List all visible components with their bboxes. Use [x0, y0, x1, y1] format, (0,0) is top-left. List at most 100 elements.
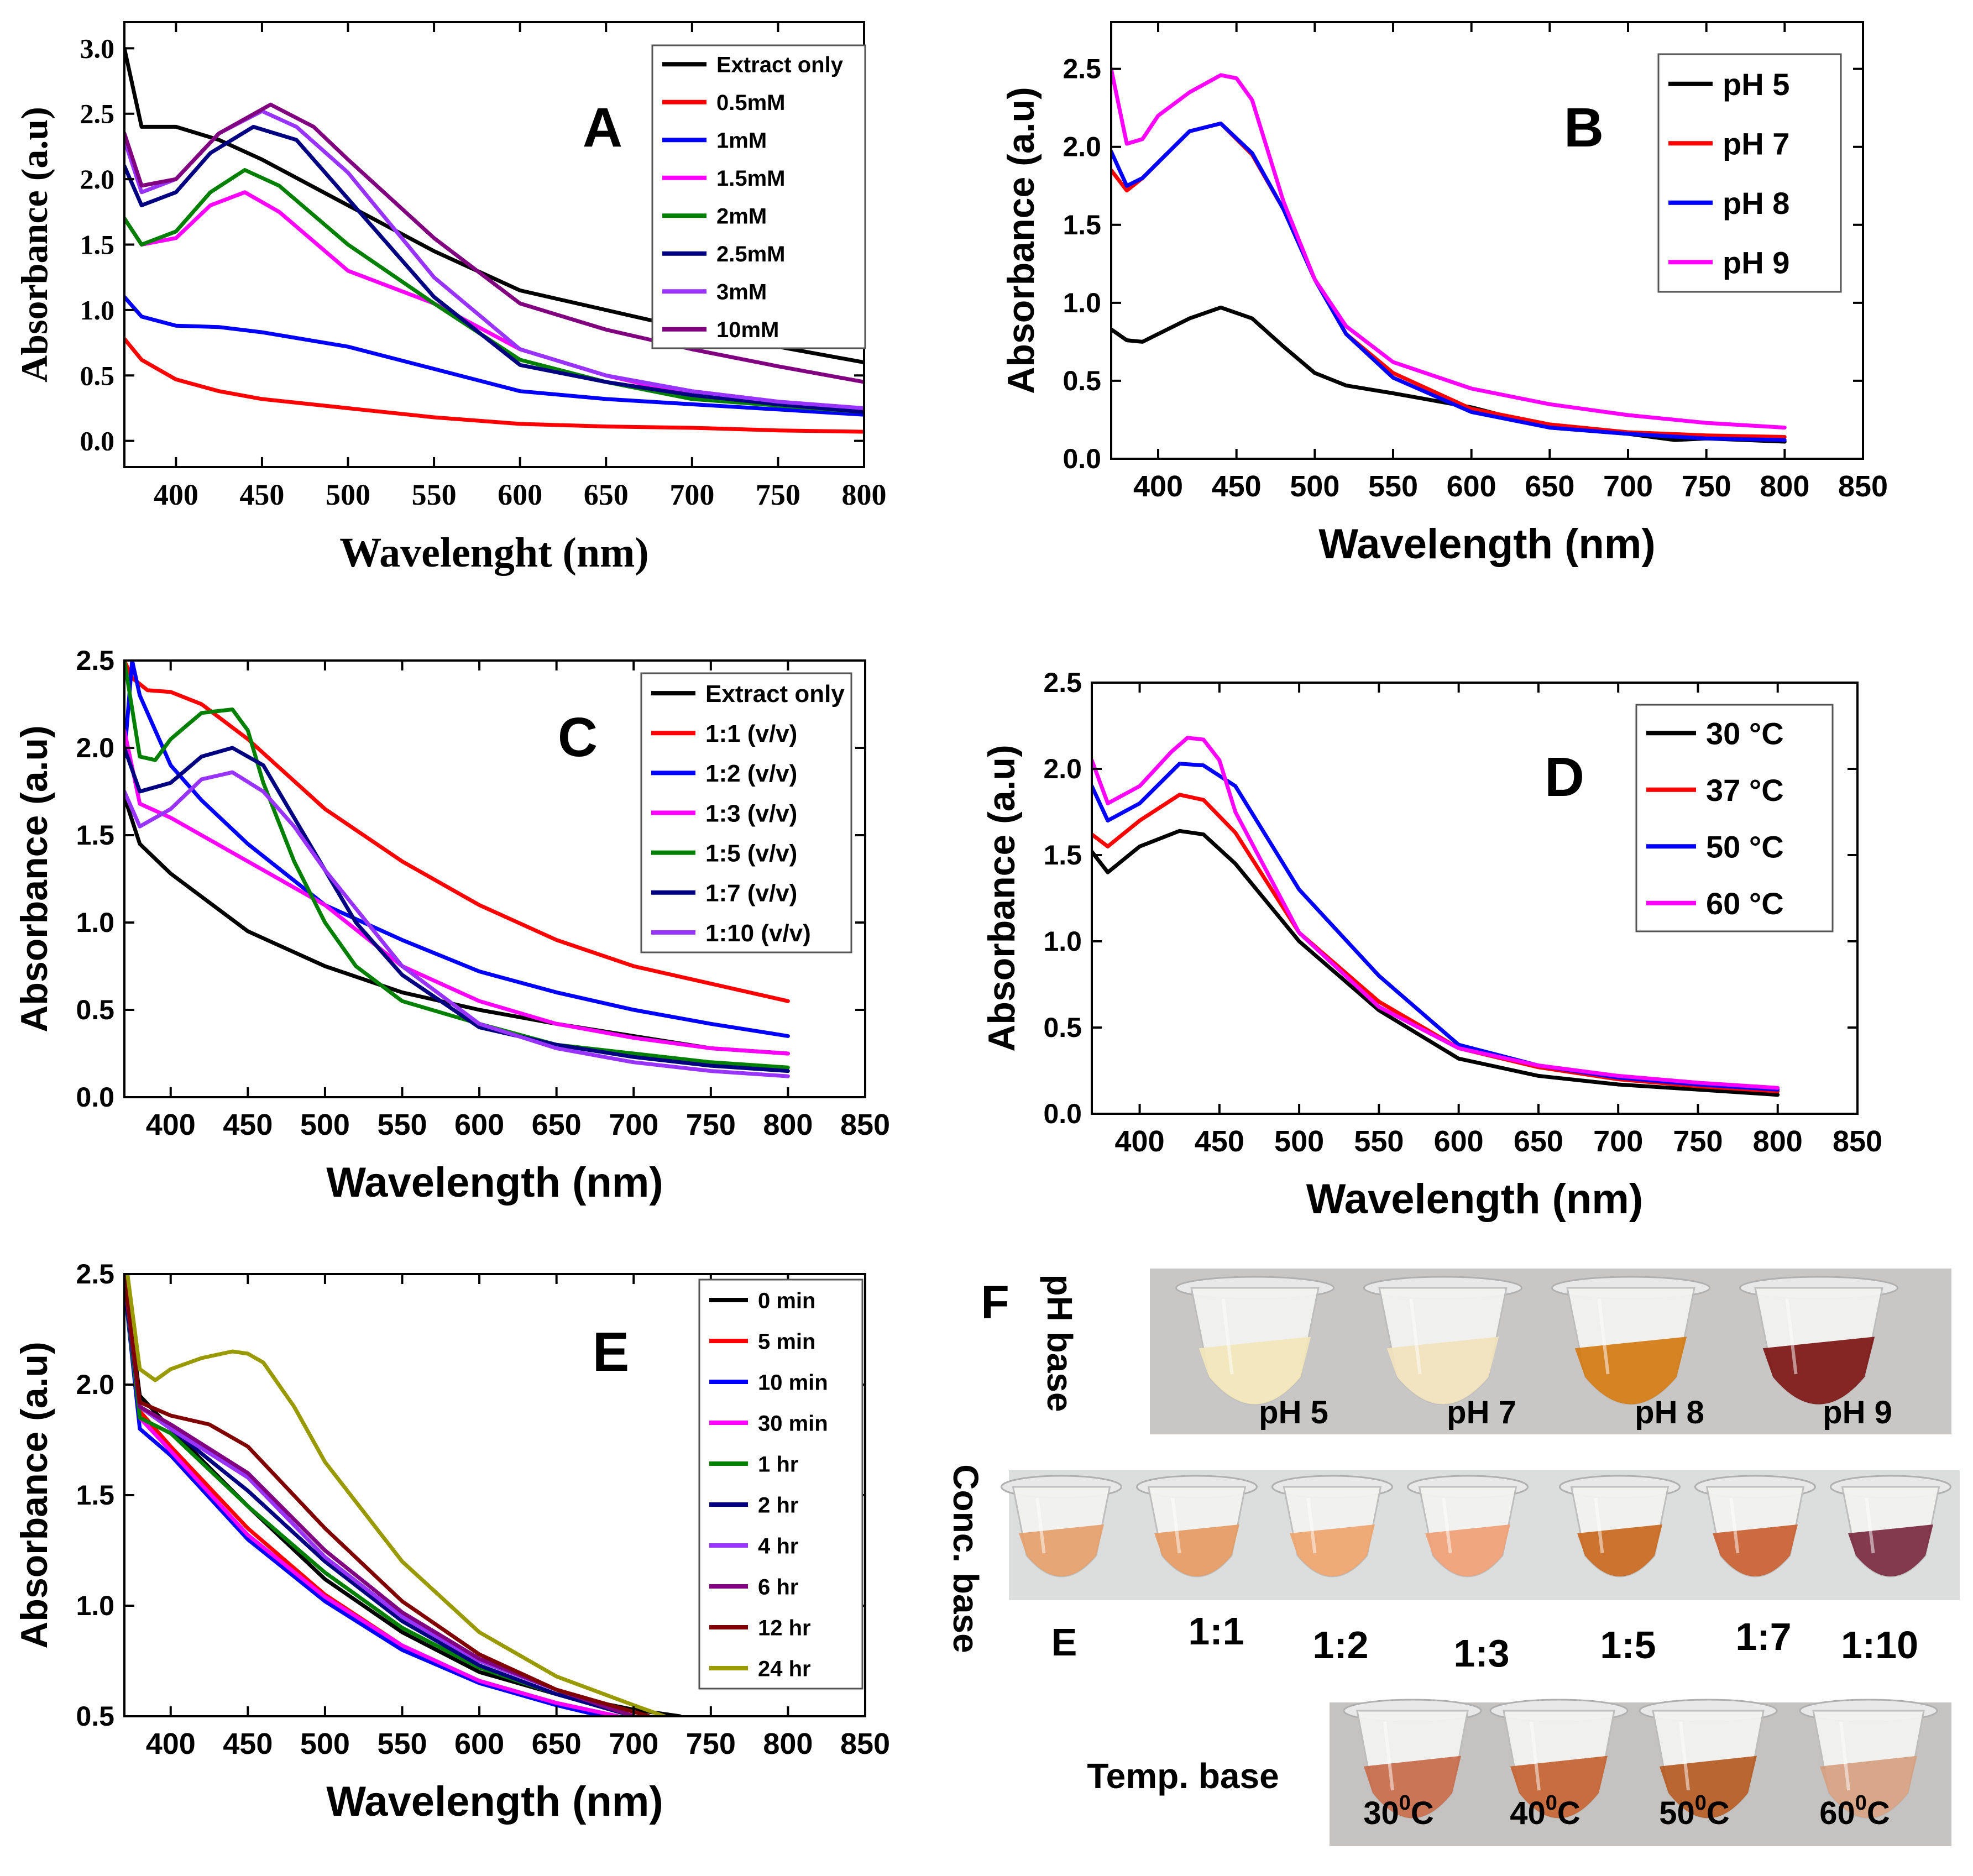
y-tick-label: 1.0 [76, 1590, 114, 1621]
tube-liquid [1574, 1337, 1687, 1405]
tube-liquid [1660, 1756, 1757, 1819]
tube-liquid [1154, 1524, 1239, 1576]
tube-highlight [1221, 1298, 1234, 1375]
legend-label-2: 0.5mM [716, 91, 786, 115]
plot-frame [123, 659, 866, 1098]
tube-highlight [1785, 1298, 1798, 1375]
x-axis-label: Wavelength (nm) [326, 1159, 663, 1206]
legend: Extract only 0.5mM 1mM 1.5mM 2mM 2.5mM 3mM 10mM [651, 44, 866, 349]
x-tick-label: 800 [1753, 1125, 1803, 1158]
tube-liquid [1762, 1337, 1875, 1405]
x-tick-label: 750 [756, 478, 800, 511]
x-axis-label: Wavelength (nm) [326, 1778, 663, 1825]
temp-tube-3 [1639, 1699, 1778, 1819]
temp-unit: C [1557, 1795, 1581, 1831]
legend-label-5: 1:5 (v/v) [705, 840, 797, 867]
conc-tube-label: 1:10 [1841, 1623, 1918, 1667]
x-tick-label: 850 [1838, 470, 1888, 503]
series-line-4 [1092, 736, 1780, 1090]
y-axis-label: Absorbance (a.u) [1000, 87, 1042, 394]
legend-label-2: 5 min [758, 1329, 815, 1354]
temp-tube-label: 500C [1659, 1791, 1730, 1831]
tube-liquid [1510, 1756, 1608, 1819]
conc-tube-7 [1830, 1475, 1951, 1578]
series-line-10 [125, 1274, 667, 1716]
x-tick-label: 750 [686, 1108, 736, 1141]
legend: pH 5 pH 7 pH 8 pH 9 [1657, 53, 1842, 293]
y-tick-label: 1.5 [76, 820, 114, 851]
y-tick-label: 1.5 [76, 1480, 114, 1511]
x-tick-label: 450 [223, 1727, 273, 1760]
temp-tube-2 [1489, 1699, 1629, 1819]
legend-label-4: 1:3 (v/v) [705, 800, 797, 827]
tube-liquid [1290, 1524, 1375, 1576]
tube-liquid [1364, 1756, 1461, 1819]
temp-tube-1 [1343, 1699, 1482, 1819]
x-tick-label: 750 [1682, 470, 1731, 503]
conc-row-side-label: Conc. base [946, 1464, 986, 1653]
legend-label-1: 0 min [758, 1288, 815, 1313]
conc-tube-3 [1271, 1475, 1393, 1578]
tube-liquid [1713, 1524, 1798, 1576]
tube-liquid [1425, 1524, 1510, 1576]
tube-highlight [1865, 1497, 1875, 1554]
temp-tube-label: 300C [1363, 1791, 1434, 1831]
panel-letter: E [593, 1321, 630, 1383]
ph-row-side-label: pH base [1040, 1275, 1080, 1412]
legend-label-4: 60 °C [1706, 886, 1784, 921]
temp-unit: C [1411, 1795, 1434, 1831]
ph-tube-label: pH 9 [1823, 1395, 1892, 1430]
tube-highlight [1597, 1298, 1610, 1375]
panel-letter: C [558, 706, 598, 768]
legend-label-4: 1.5mM [716, 166, 786, 191]
chart-panel-a: 400 450 500 550 600 650 700 750 800 0.0 0.5 1.0 1.5 2… [13, 21, 887, 576]
y-tick-label: 0.5 [76, 994, 114, 1025]
x-tick-label: 400 [146, 1108, 196, 1141]
series-line-8 [124, 102, 864, 384]
x-tick-label: 450 [223, 1108, 273, 1141]
temp-tube-label: 400C [1510, 1791, 1581, 1831]
y-tick-label: 2.5 [80, 98, 115, 129]
y-axis-label: Absorbance (a.u) [13, 107, 55, 382]
temp-row-photo: 300C 400C 500C 600C [1330, 1699, 1951, 1846]
legend-label-8: 10mM [716, 318, 779, 342]
legend-label-1: pH 5 [1723, 67, 1789, 102]
y-tick-label: 0.0 [1063, 443, 1101, 474]
x-tick-label: 400 [1133, 470, 1183, 503]
x-tick-label: 700 [1593, 1125, 1643, 1158]
legend-box [698, 1278, 863, 1690]
x-tick-label: 850 [1833, 1125, 1882, 1158]
x-tick-label: 450 [1195, 1125, 1244, 1158]
legend-label-3: pH 8 [1723, 186, 1789, 221]
temp-unit: C [1707, 1795, 1730, 1831]
legend-label-10: 24 hr [758, 1657, 811, 1681]
series-line-7 [124, 770, 790, 1078]
temp-degree-superscript: 0 [1855, 1791, 1867, 1815]
y-tick-label: 2.0 [1043, 753, 1082, 784]
tube-liquid [1820, 1756, 1917, 1819]
conc-tube-label: 1:7 [1735, 1615, 1791, 1658]
legend-box [651, 44, 866, 349]
panel-letter: D [1545, 746, 1584, 808]
ph-tube-1 [1175, 1276, 1335, 1406]
y-tick-label: 2.0 [76, 732, 114, 763]
y-tick-label: 1.0 [76, 907, 114, 938]
temp-value: 40 [1510, 1795, 1546, 1831]
y-tick-label: 3.0 [80, 33, 115, 64]
legend-label-7: 4 hr [758, 1534, 798, 1558]
tube-liquid [1577, 1524, 1662, 1576]
panel-letter: B [1564, 97, 1604, 159]
legend-label-2: 37 °C [1706, 773, 1784, 808]
y-tick-label: 0.0 [76, 1082, 114, 1113]
y-axis-label: Absorbance (a.u) [13, 1342, 55, 1648]
x-tick-label: 850 [840, 1727, 890, 1760]
conc-tube-5 [1559, 1475, 1681, 1578]
y-tick-label: 2.0 [76, 1369, 114, 1400]
ph-tube-label: pH 7 [1447, 1395, 1516, 1430]
legend-box [1657, 53, 1842, 293]
legend-label-2: pH 7 [1723, 126, 1789, 161]
plot-frame [1110, 21, 1864, 460]
x-tick-label: 650 [584, 478, 629, 511]
